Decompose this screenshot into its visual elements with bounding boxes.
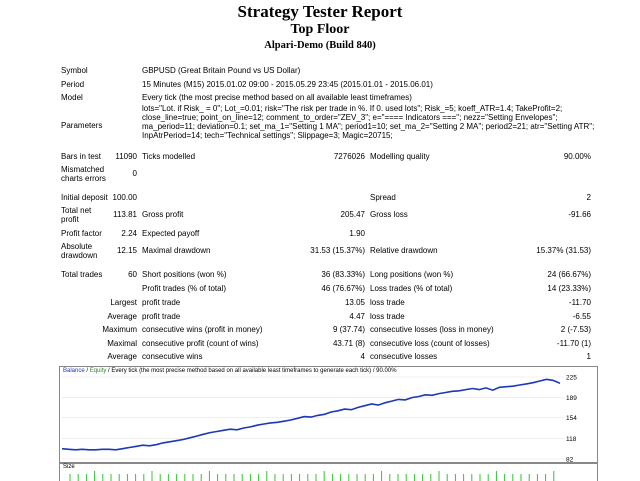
- largest-profit-label: profit trade: [142, 298, 181, 307]
- reldd-label: Relative drawdown: [370, 246, 438, 255]
- netprofit-label: profit: [61, 215, 79, 224]
- average-label: Average: [107, 352, 137, 361]
- max-consec-wins-label: consecutive wins (profit in money): [142, 325, 263, 334]
- model-label: Model: [61, 93, 83, 102]
- size-label: Size: [63, 464, 75, 470]
- average-loss-label: loss trade: [370, 312, 405, 321]
- mismatch-value: 0: [132, 169, 137, 178]
- average-loss-value: -6.55: [572, 312, 591, 321]
- spread-value: 2: [586, 193, 591, 202]
- profitfactor-label: Profit factor: [61, 229, 102, 238]
- model-value: Every tick (the most precise method base…: [142, 93, 412, 102]
- largest-label: Largest: [110, 298, 137, 307]
- legend-separator: /: [84, 368, 90, 374]
- balance-chart-svg: 225 189 154 118 82: [61, 375, 577, 464]
- grossprofit-label: Gross profit: [142, 210, 184, 219]
- legend-balance: Balance: [63, 368, 85, 374]
- short-label: Short positions (won %): [142, 270, 227, 279]
- symbol-value: GBPUSD (Great Britain Pound vs US Dollar…: [142, 66, 301, 75]
- legend-description: / Every tick (the most precise method ba…: [106, 368, 397, 374]
- profittrades-value: 46 (76.67%): [321, 284, 365, 293]
- grossprofit-value: 205.47: [340, 210, 365, 219]
- symbol-label: Symbol: [61, 66, 88, 75]
- balance-chart: 225 189 154 118 82 Balance / Equity / Every …: [59, 366, 598, 464]
- parameters-line: InpAtrPeriod=14; tech="Technical setting…: [142, 131, 393, 140]
- parameters-line: ma_period=11; deviation=0.1; set_ma_1="S…: [142, 122, 595, 131]
- ticks-label: Ticks modelled: [142, 152, 196, 161]
- bars-label: Bars in test: [61, 152, 102, 161]
- payoff-label: Expected payoff: [142, 229, 200, 238]
- long-value: 24 (66.67%): [547, 270, 591, 279]
- deposit-label: Initial deposit: [61, 193, 108, 202]
- quality-label: Modelling quality: [370, 152, 430, 161]
- y-tick-label: 225: [566, 375, 577, 382]
- y-tick-label: 154: [566, 415, 577, 422]
- average-profit-label: profit trade: [142, 312, 181, 321]
- max-consec-loss-value: -11.70 (1): [556, 339, 591, 348]
- y-tick-label: 118: [566, 436, 577, 443]
- absdd-label: drawdown: [61, 251, 98, 260]
- max-consec-losses-value: 2 (-7.53): [560, 325, 591, 334]
- long-label: Long positions (won %): [370, 270, 454, 279]
- profitfactor-value: 2.24: [121, 229, 137, 238]
- y-tick-label: 82: [566, 457, 574, 464]
- parameters-line: close_line=true; point_on_line=12; comme…: [142, 113, 558, 122]
- balance-line: [61, 378, 561, 451]
- grossloss-value: -91.66: [568, 210, 591, 219]
- spread-label: Spread: [370, 193, 396, 202]
- max-consec-wins-value: 9 (37.74): [332, 325, 365, 334]
- trades-label: Total trades: [61, 270, 103, 279]
- average-profit-value: 4.47: [349, 312, 365, 321]
- losstrades-value: 14 (23.33%): [547, 284, 591, 293]
- parameters-line: lots="Lot. if Risk_ = 0"; Lot_=0.01; ris…: [142, 104, 563, 113]
- payoff-value: 1.90: [349, 229, 365, 238]
- absdd-label: Absolute: [61, 242, 93, 251]
- period-label: Period: [61, 80, 85, 89]
- reldd-value: 15.37% (31.53): [536, 246, 591, 255]
- largest-loss-label: loss trade: [370, 298, 405, 307]
- maxdd-value: 31.53 (15.37%): [310, 246, 365, 255]
- period-value: 15 Minutes (M15) 2015.01.02 09:00 - 2015…: [142, 80, 433, 89]
- y-tick-label: 189: [566, 395, 577, 402]
- avg-consec-losses-value: 1: [586, 352, 591, 361]
- trades-value: 60: [128, 270, 137, 279]
- mismatch-label: Mismatched: [61, 165, 105, 174]
- maximal-label: Maximal: [107, 339, 137, 348]
- chart-legend: Balance / Equity / Every tick (the most …: [63, 368, 397, 375]
- maxdd-label: Maximal drawdown: [142, 246, 211, 255]
- average-label: Average: [107, 312, 137, 321]
- losstrades-label: Loss trades (% of total): [370, 284, 453, 293]
- maximum-label: Maximum: [102, 325, 137, 334]
- largest-loss-value: -11.70: [568, 298, 591, 307]
- netprofit-label: Total net: [61, 206, 92, 215]
- max-consec-loss-label: consecutive loss (count of losses): [370, 339, 490, 348]
- largest-profit-value: 13.05: [344, 298, 365, 307]
- mismatch-label: charts errors: [61, 174, 106, 183]
- max-consec-profit-label: consecutive profit (count of wins): [142, 339, 259, 348]
- report-build: Alpari-Demo (Build 840): [264, 40, 376, 51]
- max-consec-losses-label: consecutive losses (loss in money): [370, 325, 494, 334]
- avg-consec-wins-label: consecutive wins: [142, 352, 203, 361]
- deposit-value: 100.00: [112, 193, 137, 202]
- legend-equity: Equity: [89, 368, 107, 374]
- report-subtitle: Top Floor: [290, 22, 350, 37]
- report-title: Strategy Tester Report: [237, 2, 403, 21]
- size-panel: Size: [59, 462, 598, 481]
- quality-value: 90.00%: [563, 152, 591, 161]
- max-consec-profit-value: 43.71 (8): [332, 339, 365, 348]
- bars-value: 11090: [115, 152, 137, 161]
- avg-consec-losses-label: consecutive losses: [370, 352, 438, 361]
- ticks-value: 7276026: [333, 152, 365, 161]
- absdd-value: 12.15: [116, 246, 137, 255]
- profittrades-label: Profit trades (% of total): [142, 284, 227, 293]
- short-value: 36 (83.33%): [321, 270, 365, 279]
- netprofit-value: 113.81: [113, 210, 137, 219]
- avg-consec-wins-value: 4: [360, 352, 365, 361]
- parameters-label: Parameters: [61, 121, 103, 130]
- grossloss-label: Gross loss: [370, 210, 408, 219]
